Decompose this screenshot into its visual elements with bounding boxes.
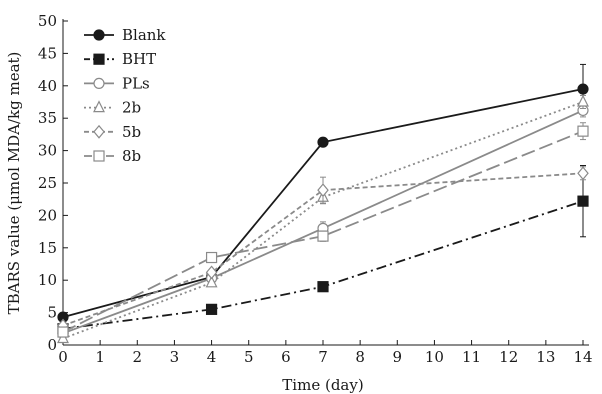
y-tick-label: 30 bbox=[38, 142, 57, 160]
legend-item: 5b bbox=[84, 123, 141, 141]
series-layer bbox=[57, 63, 589, 344]
legend-label: 2b bbox=[122, 99, 141, 117]
y-tick-label: 50 bbox=[38, 12, 57, 30]
legend-marker bbox=[93, 29, 105, 41]
legend-label: PLs bbox=[122, 74, 150, 92]
series-line bbox=[62, 200, 584, 330]
series-line bbox=[62, 109, 584, 335]
y-tick-label: 45 bbox=[38, 44, 57, 62]
legend-label: 8b bbox=[122, 147, 141, 165]
data-point bbox=[317, 281, 329, 293]
x-tick-label: 0 bbox=[58, 348, 68, 366]
x-tick-label: 1 bbox=[95, 348, 105, 366]
legend-item: PLs bbox=[84, 74, 150, 92]
legend-label: BHT bbox=[122, 50, 156, 68]
data-point bbox=[205, 265, 218, 280]
legend: Blank BHT PLs 2b 5b 8b bbox=[84, 26, 166, 165]
y-tick-label: 20 bbox=[38, 206, 57, 224]
series-8b bbox=[57, 122, 589, 338]
x-tick-label: 8 bbox=[355, 348, 365, 366]
data-point bbox=[577, 125, 589, 137]
series-line bbox=[62, 130, 584, 333]
x-tick-label: 11 bbox=[462, 348, 481, 366]
series-5b bbox=[57, 166, 589, 333]
data-point bbox=[205, 251, 218, 264]
data-point bbox=[317, 183, 329, 198]
x-tick-label: 7 bbox=[318, 348, 328, 366]
x-tick-label: 9 bbox=[393, 348, 403, 366]
data-point bbox=[317, 136, 329, 148]
x-tick-label: 10 bbox=[425, 348, 444, 366]
x-tick-label: 4 bbox=[207, 348, 217, 366]
x-axis-title: Time (day) bbox=[282, 376, 363, 394]
legend-label: 5b bbox=[122, 123, 141, 141]
x-tick-label: 2 bbox=[133, 348, 143, 366]
data-point bbox=[205, 303, 218, 315]
x-tick-label: 3 bbox=[170, 348, 180, 366]
data-point bbox=[317, 230, 329, 242]
x-tick-label: 12 bbox=[499, 348, 518, 366]
legend-marker bbox=[93, 150, 105, 162]
data-point bbox=[205, 275, 218, 288]
data-point bbox=[577, 83, 589, 95]
y-tick-label: 15 bbox=[38, 239, 57, 257]
y-tick-label: 40 bbox=[38, 77, 57, 95]
y-tick-label: 10 bbox=[38, 271, 57, 289]
y-axis-title: TBARS value (μmol MDA/kg meat) bbox=[5, 52, 23, 315]
legend-marker bbox=[93, 124, 105, 139]
legend-item: Blank bbox=[84, 26, 166, 44]
legend-item: 2b bbox=[84, 99, 141, 117]
data-point bbox=[577, 195, 589, 207]
y-tick-label: 0 bbox=[47, 336, 57, 354]
data-point bbox=[57, 326, 69, 338]
x-tick-label: 14 bbox=[573, 348, 592, 366]
legend-item: BHT bbox=[84, 50, 156, 68]
series-line bbox=[62, 88, 584, 319]
series-line bbox=[62, 172, 584, 327]
x-tick-label: 6 bbox=[281, 348, 291, 366]
legend-marker bbox=[93, 100, 105, 113]
y-tick-label: 25 bbox=[38, 174, 57, 192]
legend-marker bbox=[93, 77, 105, 90]
data-point bbox=[577, 94, 589, 107]
x-tick-label: 13 bbox=[536, 348, 555, 366]
y-tick-label: 35 bbox=[38, 109, 57, 127]
y-tick-label: 5 bbox=[47, 304, 57, 322]
data-point bbox=[577, 166, 589, 181]
x-tick-label: 5 bbox=[244, 348, 254, 366]
legend-label: Blank bbox=[122, 26, 166, 44]
legend-item: 8b bbox=[84, 147, 141, 165]
legend-marker bbox=[93, 53, 105, 65]
